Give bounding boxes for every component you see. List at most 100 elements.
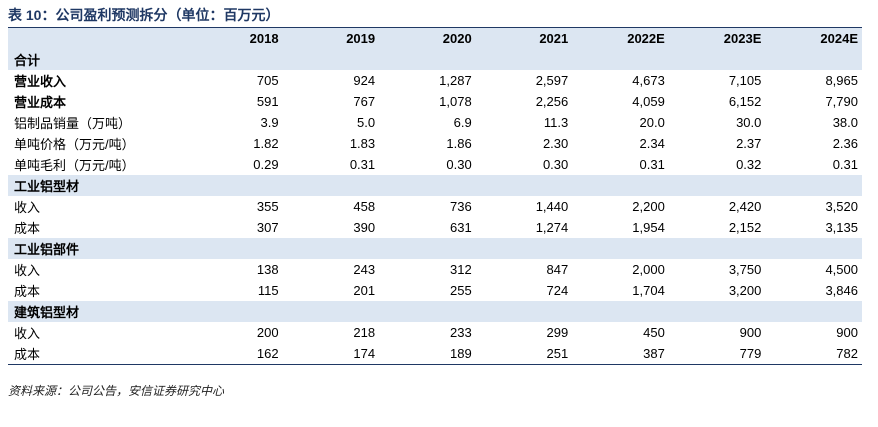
section-cell — [186, 175, 283, 196]
section-name: 合计 — [8, 49, 186, 70]
value-cell: 387 — [643, 346, 665, 361]
value-cell: 3,846 — [825, 283, 858, 298]
data-row: 铝制品销量（万吨） 3.9 5.0 6.9 11.3 20.0 30.0 38.0 — [8, 112, 862, 133]
section-cell — [282, 301, 380, 322]
value-cell: 30.0 — [736, 115, 762, 130]
data-row: 成本 115 201 255 724 1,704 3,200 3,846 — [8, 280, 862, 301]
value-cell: 138 — [256, 262, 279, 277]
value-cell: 2.34 — [639, 136, 665, 151]
value-cell: 7,790 — [825, 94, 858, 109]
value-cell: 307 — [256, 220, 279, 235]
data-row: 单吨价格（万元/吨） 1.82 1.83 1.86 2.30 2.34 2.37 2.36 — [8, 133, 862, 154]
value-cell: 1,704 — [632, 283, 665, 298]
data-row: 营业成本 591 767 1,078 2,256 4,059 6,152 7,790 — [8, 91, 862, 112]
value-cell: 243 — [353, 262, 376, 277]
data-row: 单吨毛利（万元/吨） 0.29 0.31 0.30 0.30 0.31 0.32 0.31 — [8, 154, 862, 175]
value-cell: 162 — [256, 346, 279, 361]
row-label: 收入 — [14, 326, 41, 341]
section-cell — [379, 49, 476, 70]
value-cell: 0.31 — [832, 157, 858, 172]
value-cell: 0.30 — [446, 157, 472, 172]
value-cell: 1.82 — [253, 136, 279, 151]
column-header: 2023E — [668, 27, 766, 49]
value-cell: 8,965 — [825, 73, 858, 88]
value-cell: 4,059 — [632, 94, 665, 109]
value-cell: 0.31 — [349, 157, 376, 172]
value-cell: 4,500 — [825, 262, 858, 277]
value-cell: 1,440 — [535, 199, 569, 214]
section-cell — [572, 238, 669, 259]
value-cell: 390 — [353, 220, 376, 235]
column-header: 2020 — [379, 27, 476, 49]
data-row: 收入 138 243 312 847 2,000 3,750 4,500 — [8, 259, 862, 280]
value-cell: 4,673 — [632, 73, 665, 88]
section-cell — [186, 301, 283, 322]
value-cell: 115 — [257, 283, 279, 298]
section-cell — [475, 238, 573, 259]
value-cell: 201 — [353, 283, 376, 298]
value-cell: 251 — [546, 346, 569, 361]
value-cell: 6,152 — [728, 94, 762, 109]
value-cell: 0.32 — [736, 157, 762, 172]
value-cell: 847 — [546, 262, 569, 277]
row-label: 单吨价格（万元/吨） — [14, 137, 135, 152]
value-cell: 458 — [353, 199, 376, 214]
column-header: 2018 — [186, 27, 283, 49]
value-cell: 5.0 — [357, 115, 376, 130]
header-row: 2018 2019 2020 2021 2022E 2023E 2024E — [8, 27, 862, 49]
value-cell: 3.9 — [260, 115, 279, 130]
column-header: 2019 — [282, 27, 380, 49]
section-name: 工业铝部件 — [8, 238, 186, 259]
row-label: 成本 — [14, 284, 41, 299]
row-label: 成本 — [14, 221, 41, 236]
row-label: 单吨毛利（万元/吨） — [14, 158, 135, 173]
value-cell: 3,135 — [825, 220, 858, 235]
section-cell — [186, 49, 283, 70]
section-cell — [765, 301, 862, 322]
section-row: 合计 — [8, 49, 862, 70]
value-cell: 3,520 — [825, 199, 858, 214]
section-name: 建筑铝型材 — [8, 301, 186, 322]
row-label: 成本 — [14, 347, 41, 362]
value-cell: 2,256 — [535, 94, 569, 109]
section-cell — [475, 175, 573, 196]
value-cell: 174 — [353, 346, 376, 361]
column-header: 2021 — [475, 27, 573, 49]
value-cell: 724 — [546, 283, 569, 298]
section-cell — [282, 49, 380, 70]
value-cell: 11.3 — [543, 115, 569, 130]
value-cell: 355 — [256, 199, 279, 214]
source-note: 资料来源：公司公告，安信证券研究中心 — [8, 384, 225, 398]
value-cell: 631 — [449, 220, 472, 235]
header-cell — [8, 27, 186, 49]
section-cell — [668, 49, 766, 70]
data-row: 营业收入 705 924 1,287 2,597 4,673 7,105 8,965 — [8, 70, 862, 91]
row-label: 收入 — [14, 200, 41, 215]
value-cell: 1.83 — [349, 136, 376, 151]
section-cell — [282, 238, 380, 259]
value-cell: 1.86 — [446, 136, 472, 151]
data-row: 收入 200 218 233 299 450 900 900 — [8, 322, 862, 343]
table-title: 表 10：公司盈利预测拆分（单位：百万元） — [8, 7, 280, 23]
value-cell: 0.31 — [639, 157, 665, 172]
section-cell — [379, 238, 476, 259]
section-cell — [668, 175, 766, 196]
section-cell — [765, 49, 862, 70]
value-cell: 779 — [739, 346, 762, 361]
value-cell: 255 — [449, 283, 472, 298]
value-cell: 2,420 — [728, 199, 762, 214]
value-cell: 299 — [546, 325, 569, 340]
section-row: 建筑铝型材 — [8, 301, 862, 322]
value-cell: 20.0 — [639, 115, 665, 130]
row-label: 铝制品销量（万吨） — [14, 116, 132, 131]
section-cell — [379, 301, 476, 322]
value-cell: 3,750 — [728, 262, 762, 277]
value-cell: 312 — [449, 262, 472, 277]
value-cell: 1,954 — [632, 220, 665, 235]
value-cell: 924 — [353, 73, 376, 88]
value-cell: 189 — [449, 346, 472, 361]
value-cell: 6.9 — [453, 115, 472, 130]
section-cell — [572, 49, 669, 70]
section-cell — [765, 175, 862, 196]
